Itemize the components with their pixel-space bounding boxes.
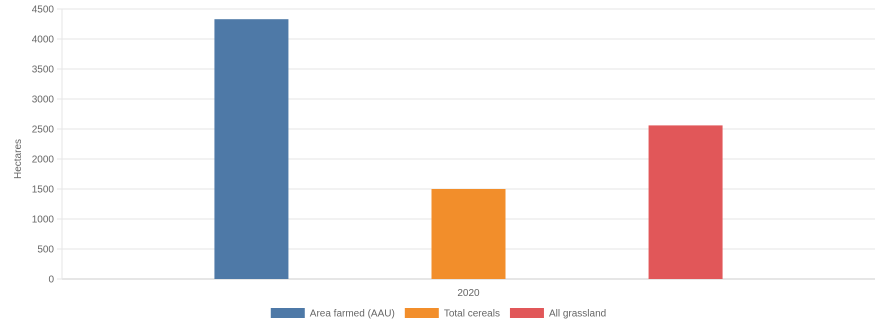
- legend-item[interactable]: Total cereals: [404, 308, 500, 320]
- y-tick-label: 1500: [32, 185, 55, 196]
- legend-swatch: [404, 308, 439, 318]
- y-tick-label: 3500: [32, 65, 55, 76]
- bars: [214, 19, 723, 280]
- legend-label: Area farmed (AAU): [310, 309, 395, 320]
- x-tick-label: 2020: [457, 288, 480, 299]
- bar-area-farmed-aau: [214, 19, 289, 279]
- legend-swatch: [509, 308, 544, 318]
- y-axis-label: Hectares: [13, 139, 24, 179]
- legend: Area farmed (AAU) Total cereals All grassl…: [270, 308, 606, 320]
- legend-label: All grassland: [549, 309, 606, 320]
- legend-label: Total cereals: [444, 309, 500, 320]
- y-tick-label: 0: [48, 275, 54, 286]
- y-tick-label: 1000: [32, 215, 55, 226]
- y-tick-label: 500: [37, 245, 54, 256]
- y-tick-label: 3000: [32, 95, 55, 106]
- y-tick-label: 2000: [32, 155, 55, 166]
- y-tick-label: 4000: [32, 35, 55, 46]
- legend-item[interactable]: Area farmed (AAU): [270, 308, 395, 320]
- y-axis-ticks: 0 500 1000 1500 2000 2500 3000 3500 4000 4500: [32, 5, 55, 286]
- legend-item[interactable]: All grassland: [509, 308, 606, 320]
- bar-total-cereals: [431, 189, 506, 279]
- y-tick-label: 4500: [32, 5, 55, 16]
- legend-swatch: [270, 308, 305, 318]
- y-tick-label: 2500: [32, 125, 55, 136]
- bar-all-grassland: [648, 125, 723, 280]
- x-axis-ticks: 2020: [457, 288, 480, 299]
